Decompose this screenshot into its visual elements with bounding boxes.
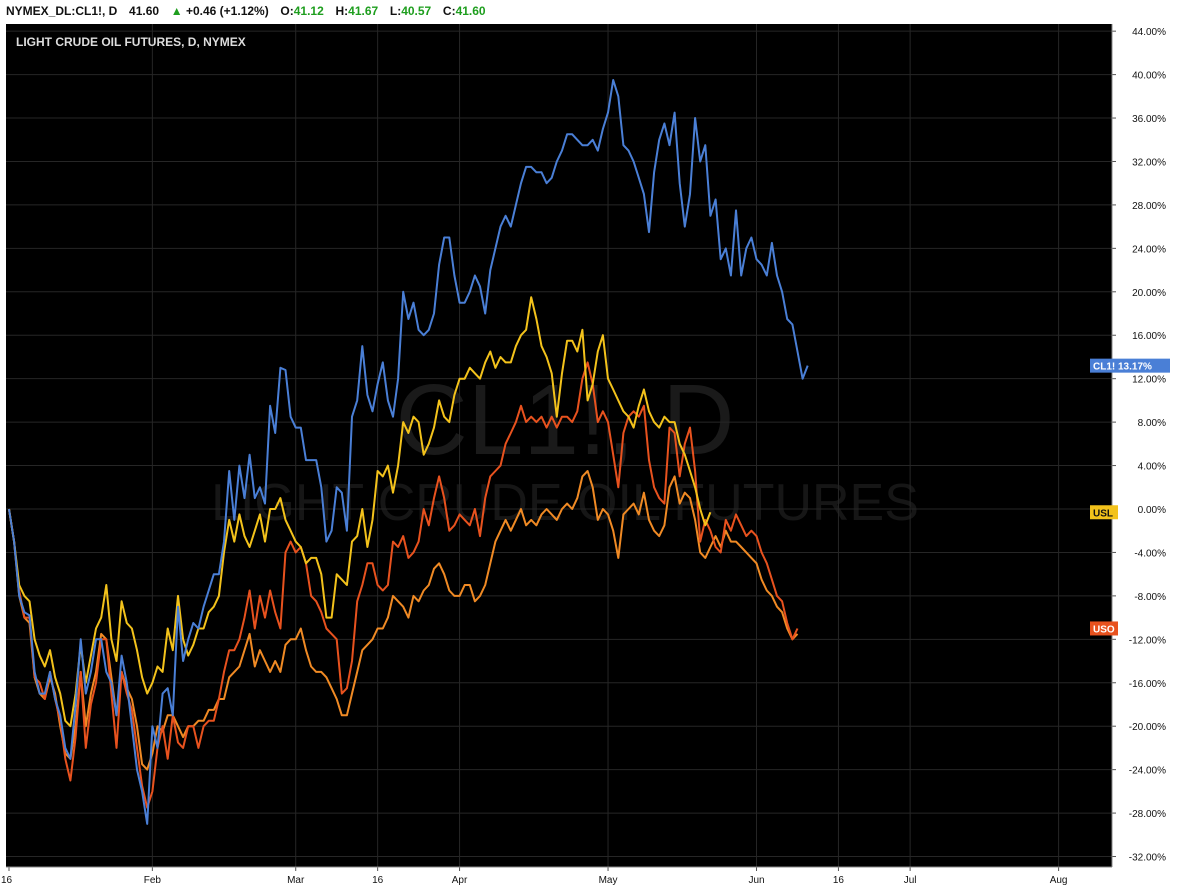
series-line-uso[interactable] bbox=[8, 361, 799, 809]
symbol-name[interactable]: NYMEX_DL:CL1!, D bbox=[6, 4, 118, 18]
y-tick-label: -24.00% bbox=[1129, 766, 1166, 777]
chart-title: LIGHT CRUDE OIL FUTURES, D, NYMEX bbox=[16, 35, 246, 49]
watermark-name: LIGHT CRUDE OIL FUTURES bbox=[211, 474, 919, 532]
open-value: 41.12 bbox=[293, 4, 324, 18]
symbol-info-bar: NYMEX_DL:CL1!, D 41.60 ▲ +0.46 (+1.12%) … bbox=[0, 0, 1179, 22]
last-value-badge bbox=[1090, 358, 1170, 373]
y-tick-label: -16.00% bbox=[1129, 679, 1166, 690]
y-tick-label: 4.00% bbox=[1138, 462, 1166, 473]
low-value: 40.57 bbox=[401, 4, 432, 18]
last-price: 41.60 bbox=[129, 4, 160, 18]
x-tick-label: Aug bbox=[1050, 875, 1068, 886]
x-tick-label: 16 bbox=[1, 875, 13, 886]
y-tick-label: -28.00% bbox=[1129, 809, 1166, 820]
y-tick-label: -8.00% bbox=[1134, 592, 1166, 603]
x-tick-label: Apr bbox=[452, 875, 468, 886]
y-tick-label: 16.00% bbox=[1132, 331, 1166, 342]
change-up-icon: ▲ bbox=[170, 4, 183, 18]
y-tick-label: 0.00% bbox=[1138, 505, 1166, 516]
y-tick-label: 24.00% bbox=[1132, 244, 1166, 255]
x-tick-label: 16 bbox=[372, 875, 384, 886]
y-tick-label: -32.00% bbox=[1129, 853, 1166, 864]
y-tick-label: -12.00% bbox=[1129, 635, 1166, 646]
last-value-badge-label: USO bbox=[1093, 624, 1115, 635]
last-value-badge-label: USL bbox=[1093, 508, 1113, 519]
close-value: 41.60 bbox=[455, 4, 486, 18]
y-tick-label: 40.00% bbox=[1132, 71, 1166, 82]
series-line-cl1[interactable] bbox=[8, 79, 809, 825]
x-tick-label: 16 bbox=[833, 875, 845, 886]
y-tick-label: 44.00% bbox=[1132, 27, 1166, 38]
high-label: H: bbox=[335, 4, 349, 18]
y-tick-label: 20.00% bbox=[1132, 288, 1166, 299]
y-tick-label: 32.00% bbox=[1132, 157, 1166, 168]
x-tick-label: Feb bbox=[144, 875, 162, 886]
y-tick-label: 36.00% bbox=[1132, 114, 1166, 125]
x-tick-label: Jun bbox=[748, 875, 764, 886]
y-tick-label: 12.00% bbox=[1132, 375, 1166, 386]
y-tick-label: 28.00% bbox=[1132, 201, 1166, 212]
x-tick-label: May bbox=[599, 875, 618, 886]
y-tick-label: 8.00% bbox=[1138, 418, 1166, 429]
series-line-unlabeled[interactable] bbox=[8, 470, 799, 771]
low-label: L: bbox=[389, 4, 402, 18]
last-value-badge-label: CL1! 13.17% bbox=[1093, 362, 1152, 373]
price-change: +0.46 (+1.12%) bbox=[185, 4, 269, 18]
y-tick-label: -20.00% bbox=[1129, 722, 1166, 733]
last-value-badge bbox=[1090, 505, 1118, 520]
series-line-usl[interactable] bbox=[8, 296, 712, 728]
last-value-badge bbox=[1090, 621, 1118, 636]
close-label: C: bbox=[442, 4, 456, 18]
high-value: 41.67 bbox=[348, 4, 379, 18]
open-label: O: bbox=[280, 4, 294, 18]
x-tick-label: Jul bbox=[904, 875, 917, 886]
y-tick-label: -4.00% bbox=[1134, 548, 1166, 559]
x-tick-label: Mar bbox=[287, 875, 305, 886]
